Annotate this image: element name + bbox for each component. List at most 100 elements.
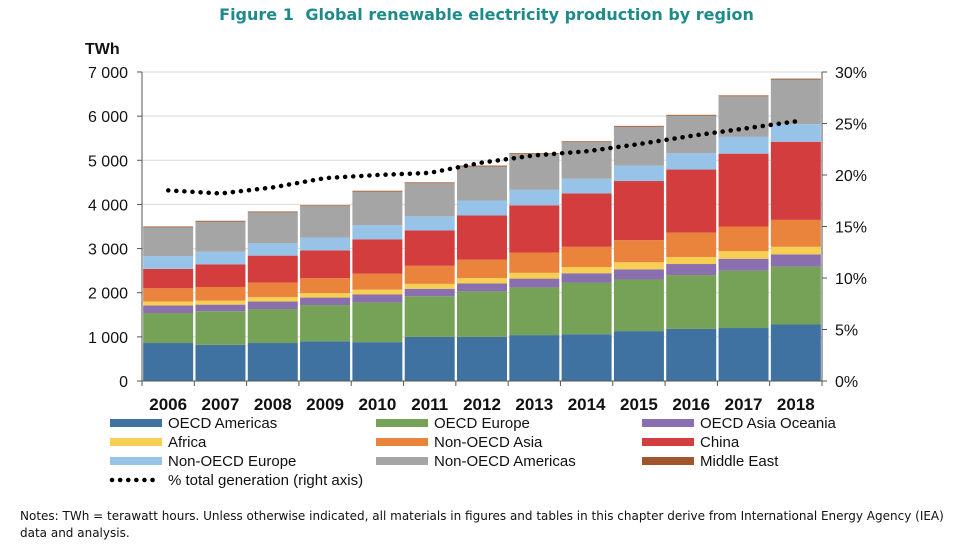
bar-segment-middle-east	[457, 165, 507, 167]
bar-segment-middle-east	[247, 211, 298, 213]
y2-tick-label: 0%	[835, 374, 858, 391]
bar-segment-oecd-americas	[613, 331, 664, 381]
bar-segment-oecd-asia-oceania	[561, 273, 612, 283]
bar-segment-oecd-europe	[143, 313, 194, 344]
bar-segment-middle-east	[352, 190, 403, 192]
x-tick-label: 2017	[725, 395, 763, 414]
bar-segment-oecd-europe	[457, 291, 507, 337]
bar-segment-oecd-asia-oceania	[770, 254, 821, 267]
bar-segment-africa	[143, 301, 194, 306]
axes	[137, 71, 827, 386]
legend-label: Africa	[168, 434, 207, 451]
bar-segment-non-oecd-asia	[247, 282, 298, 298]
bar-segment-non-oecd-europe	[561, 178, 612, 194]
x-tick-label: 2008	[254, 395, 292, 414]
legend-swatch	[376, 419, 428, 427]
bar-segment-oecd-europe	[613, 279, 664, 332]
bar-segment-oecd-asia-oceania	[718, 258, 769, 271]
bar-segment-africa	[770, 246, 821, 255]
bar-segment-non-oecd-americas	[404, 183, 455, 217]
bar-segment-oecd-asia-oceania	[143, 305, 194, 314]
share-line	[165, 119, 799, 196]
bar-segment-africa	[509, 272, 560, 279]
legend-swatch	[376, 457, 428, 465]
legend-swatch	[642, 438, 694, 446]
bar-segment-non-oecd-americas	[613, 126, 664, 166]
bar-segment-non-oecd-asia	[352, 273, 403, 290]
bar-segment-china	[300, 250, 351, 279]
x-tick-label: 2006	[149, 395, 187, 414]
x-tick-label: 2012	[463, 395, 501, 414]
bar-segment-africa	[404, 283, 455, 289]
bar-segment-non-oecd-europe	[770, 124, 821, 142]
y2-tick-label: 15%	[835, 220, 867, 237]
x-tick-label: 2015	[620, 395, 658, 414]
bar-segment-non-oecd-americas	[718, 96, 769, 137]
x-tick-label: 2016	[672, 395, 710, 414]
y-axis-unit-label: TWh	[85, 41, 120, 58]
bar-segment-africa	[195, 300, 246, 305]
bar-segment-oecd-asia-oceania	[666, 264, 717, 276]
x-tick-label: 2009	[306, 395, 344, 414]
legend-swatch	[642, 457, 694, 465]
bar-segment-non-oecd-asia	[404, 265, 455, 284]
bar-segment-africa	[666, 256, 717, 265]
x-tick-label: 2010	[358, 395, 396, 414]
bar-segment-non-oecd-asia	[561, 246, 612, 268]
bar-segment-non-oecd-europe	[457, 200, 507, 216]
bar-segment-non-oecd-asia	[666, 232, 717, 257]
bar-segment-china	[247, 255, 298, 283]
bar-segment-non-oecd-asia	[770, 219, 821, 247]
bar-segment-oecd-asia-oceania	[509, 278, 560, 288]
bar-segment-non-oecd-americas	[195, 221, 246, 252]
bar-segment-non-oecd-americas	[509, 154, 560, 190]
bar-segment-middle-east	[195, 220, 246, 222]
bar-segment-oecd-europe	[718, 270, 769, 329]
bar-segment-china	[457, 215, 507, 260]
x-tick-label: 2007	[202, 395, 240, 414]
bar-segment-oecd-americas	[195, 344, 246, 381]
bar-segment-africa	[300, 293, 351, 298]
bar-segment-oecd-americas	[352, 342, 403, 381]
bar-segment-oecd-europe	[509, 287, 560, 336]
bar-segment-non-oecd-asia	[457, 259, 507, 279]
stacked-bars	[143, 78, 821, 381]
bar-segment-middle-east	[770, 78, 821, 80]
bar-segment-oecd-asia-oceania	[613, 269, 664, 280]
y-tick-label: 1 000	[88, 330, 128, 347]
bar-segment-africa	[247, 297, 298, 302]
bar-segment-non-oecd-asia	[718, 226, 769, 252]
y-tick-label: 0	[119, 374, 128, 391]
bar-segment-non-oecd-asia	[300, 278, 351, 294]
bar-segment-africa	[457, 278, 507, 284]
bar-segment-china	[404, 230, 455, 266]
bar-segment-oecd-asia-oceania	[247, 301, 298, 310]
y2-tick-label: 25%	[835, 117, 867, 134]
bar-segment-china	[352, 239, 403, 274]
bar-segment-oecd-americas	[404, 336, 455, 381]
legend: OECD Americas OECD Europe OECD Asia Oceani…	[109, 415, 837, 489]
bar-segment-non-oecd-asia	[509, 252, 560, 273]
x-tick-label: 2018	[777, 395, 815, 414]
bar-segment-oecd-americas	[770, 324, 821, 381]
bar-segment-oecd-europe	[404, 296, 455, 337]
bar-segment-non-oecd-europe	[613, 165, 664, 182]
bar-segment-non-oecd-europe	[666, 153, 717, 170]
bar-segment-oecd-asia-oceania	[352, 294, 403, 303]
bar-segment-non-oecd-americas	[352, 191, 403, 226]
bar-segment-middle-east	[143, 226, 194, 228]
y2-tick-label: 30%	[835, 65, 867, 82]
y-tick-label: 5 000	[88, 153, 128, 170]
legend-label: Middle East	[700, 453, 779, 470]
bar-segment-non-oecd-americas	[457, 166, 507, 201]
bar-segment-oecd-americas	[718, 328, 769, 381]
share-line-path	[165, 119, 799, 196]
y2-tick-label: 10%	[835, 271, 867, 288]
bar-segment-non-oecd-europe	[143, 256, 194, 269]
bar-segment-middle-east	[561, 141, 612, 143]
bar-segment-oecd-europe	[195, 311, 246, 345]
chart-notes: Notes: TWh = terawatt hours. Unless othe…	[20, 509, 944, 540]
bar-segment-middle-east	[666, 114, 717, 116]
bar-segment-oecd-europe	[561, 282, 612, 335]
bar-segment-oecd-europe	[770, 266, 821, 325]
